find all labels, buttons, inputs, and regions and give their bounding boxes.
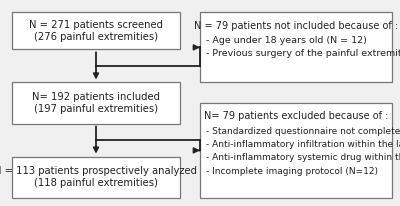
Text: (118 painful extremities): (118 painful extremities) xyxy=(34,178,158,188)
Text: (276 painful extremities): (276 painful extremities) xyxy=(34,32,158,42)
Text: N= 79 patients excluded because of :: N= 79 patients excluded because of : xyxy=(204,111,388,121)
Text: - Incomplete imaging protocol (N=12): - Incomplete imaging protocol (N=12) xyxy=(206,167,378,176)
Text: N = 271 patients screened: N = 271 patients screened xyxy=(29,20,163,30)
Text: N = 79 patients not included because of :: N = 79 patients not included because of … xyxy=(194,21,398,31)
Text: - Anti-inflammatory systemic drug within the last week (N=11): - Anti-inflammatory systemic drug within… xyxy=(206,153,400,163)
FancyBboxPatch shape xyxy=(12,12,180,49)
Text: - Age under 18 years old (N = 12): - Age under 18 years old (N = 12) xyxy=(206,36,367,45)
FancyBboxPatch shape xyxy=(200,103,392,198)
FancyBboxPatch shape xyxy=(12,157,180,198)
Text: - Standardized questionnaire not completed (N = 55): - Standardized questionnaire not complet… xyxy=(206,127,400,136)
Text: - Previous surgery of the painful extremity (N = 67): - Previous surgery of the painful extrem… xyxy=(206,49,400,59)
Text: N = 113 patients prospectively analyzed: N = 113 patients prospectively analyzed xyxy=(0,166,198,177)
FancyBboxPatch shape xyxy=(200,12,392,82)
FancyBboxPatch shape xyxy=(12,82,180,124)
Text: (197 painful extremities): (197 painful extremities) xyxy=(34,104,158,114)
Text: N= 192 patients included: N= 192 patients included xyxy=(32,92,160,102)
Text: - Anti-inflammatory infiltration within the last month (N = 1): - Anti-inflammatory infiltration within … xyxy=(206,140,400,149)
